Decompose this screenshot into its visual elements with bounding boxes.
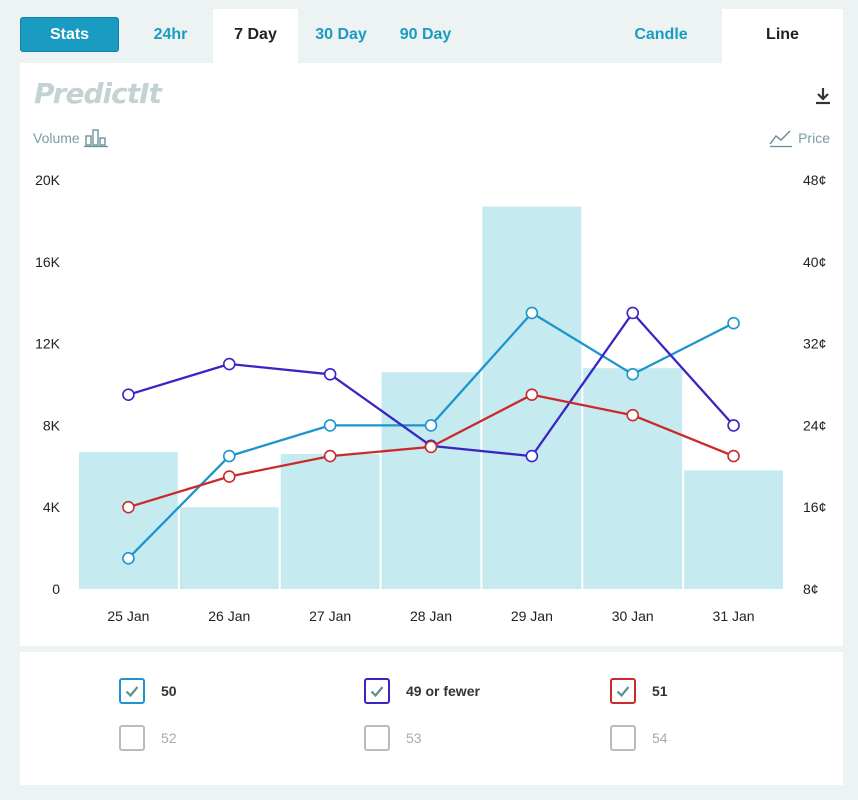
- tab-90-day[interactable]: 90 Day: [399, 26, 452, 43]
- volume-bar-2: [280, 454, 380, 589]
- price-point-series-1-6: [727, 419, 740, 432]
- legend-item-50[interactable]: 50: [119, 678, 177, 704]
- price-point-series-0-1: [222, 449, 236, 463]
- x-tick-label: 27 Jan: [309, 608, 351, 624]
- tab-30-day[interactable]: 30 Day: [315, 26, 367, 43]
- legend-label-53: 53: [406, 730, 422, 746]
- x-tick-label: 25 Jan: [107, 608, 149, 624]
- price-tick-label: 48¢: [803, 172, 826, 188]
- volume-bar-0: [79, 451, 178, 589]
- x-tick-label: 30 Jan: [612, 608, 654, 624]
- legend-label-51: 51: [652, 683, 668, 699]
- chart-panel: PredictIt Volume Price 0 4K 8K 12K 16K 20K 8¢ 1…: [20, 63, 843, 646]
- legend-label-54: 54: [652, 730, 668, 746]
- tab-7-day[interactable]: 7 Day: [213, 9, 298, 63]
- price-point-series-2-6: [727, 449, 740, 463]
- volume-tick-label: 4K: [43, 499, 61, 515]
- volume-tick-label: 20K: [35, 172, 61, 188]
- volume-bar-3: [381, 372, 481, 589]
- tab-candle[interactable]: Candle: [634, 26, 688, 43]
- price-point-series-1-2: [323, 367, 337, 381]
- checkbox-50[interactable]: [119, 678, 145, 704]
- legend-item-51[interactable]: 51: [610, 678, 668, 704]
- volume-tick-label: 16K: [35, 254, 61, 270]
- line-chart-icon: [769, 130, 793, 148]
- legend-item-53[interactable]: 53: [364, 725, 422, 751]
- predictit-logo: PredictIt: [34, 77, 162, 110]
- volume-tick-label: 12K: [35, 336, 61, 352]
- checkbox-49-or-fewer[interactable]: [364, 678, 390, 704]
- price-volume-chart: 0 4K 8K 12K 16K 20K 8¢ 16¢ 24¢ 32¢ 40¢ 48¢ 25 Jan 26 …: [35, 172, 826, 624]
- legend-item-54[interactable]: 54: [610, 725, 668, 751]
- price-tick-label: 40¢: [803, 254, 826, 270]
- price-axis-label: Price: [768, 128, 830, 148]
- tab-24hr[interactable]: 24hr: [153, 26, 188, 43]
- x-tick-label: 31 Jan: [713, 608, 755, 624]
- price-point-series-1-1: [222, 357, 236, 371]
- price-point-series-0-6: [727, 316, 740, 330]
- bar-chart-icon: [83, 129, 108, 148]
- price-point-series-0-4: [525, 306, 539, 320]
- price-point-series-2-3: [424, 440, 438, 454]
- checkbox-51[interactable]: [610, 678, 636, 704]
- price-tick-label: 16¢: [803, 499, 826, 515]
- legend-item-52[interactable]: 52: [119, 725, 177, 751]
- series-legend: 50 49 or fewer 51 52 53 54: [20, 652, 843, 785]
- checkbox-54[interactable]: [610, 725, 636, 751]
- price-point-series-2-2: [323, 449, 337, 463]
- volume-bar-1: [179, 507, 279, 589]
- price-point-series-0-3: [424, 419, 438, 432]
- price-point-series-0-5: [626, 367, 640, 381]
- legend-item-49-or-fewer[interactable]: 49 or fewer: [364, 678, 480, 704]
- price-point-series-1-5: [626, 306, 640, 320]
- legend-label-52: 52: [161, 730, 177, 746]
- price-point-series-1-4: [525, 449, 539, 463]
- volume-label-text: Volume: [33, 130, 80, 146]
- volume-bar-6: [684, 470, 783, 589]
- price-point-series-2-5: [626, 408, 640, 422]
- price-point-series-2-1: [222, 470, 236, 483]
- legend-label-49-or-fewer: 49 or fewer: [406, 683, 480, 699]
- stats-button[interactable]: Stats: [20, 17, 119, 52]
- x-tick-label: 29 Jan: [511, 608, 553, 624]
- price-point-series-1-0: [122, 388, 135, 402]
- volume-bar-5: [583, 368, 683, 589]
- price-point-series-2-4: [525, 388, 539, 402]
- volume-axis-label: Volume: [33, 128, 110, 148]
- tab-bar: Stats 24hr 7 Day 30 Day 90 Day Candle Li…: [20, 9, 843, 63]
- download-icon[interactable]: [812, 85, 834, 107]
- volume-tick-label: 0: [52, 581, 60, 597]
- checkbox-52[interactable]: [119, 725, 145, 751]
- price-point-series-0-0: [122, 552, 135, 565]
- price-label-text: Price: [798, 130, 830, 146]
- price-tick-label: 32¢: [803, 336, 826, 352]
- volume-tick-label: 8K: [43, 417, 61, 433]
- x-tick-label: 28 Jan: [410, 608, 452, 624]
- price-tick-label: 8¢: [803, 581, 819, 597]
- price-point-series-2-0: [122, 500, 135, 514]
- x-tick-label: 26 Jan: [208, 608, 250, 624]
- checkbox-53[interactable]: [364, 725, 390, 751]
- price-tick-label: 24¢: [803, 417, 826, 433]
- price-point-series-0-2: [323, 419, 337, 432]
- legend-label-50: 50: [161, 683, 177, 699]
- tab-line[interactable]: Line: [722, 9, 843, 63]
